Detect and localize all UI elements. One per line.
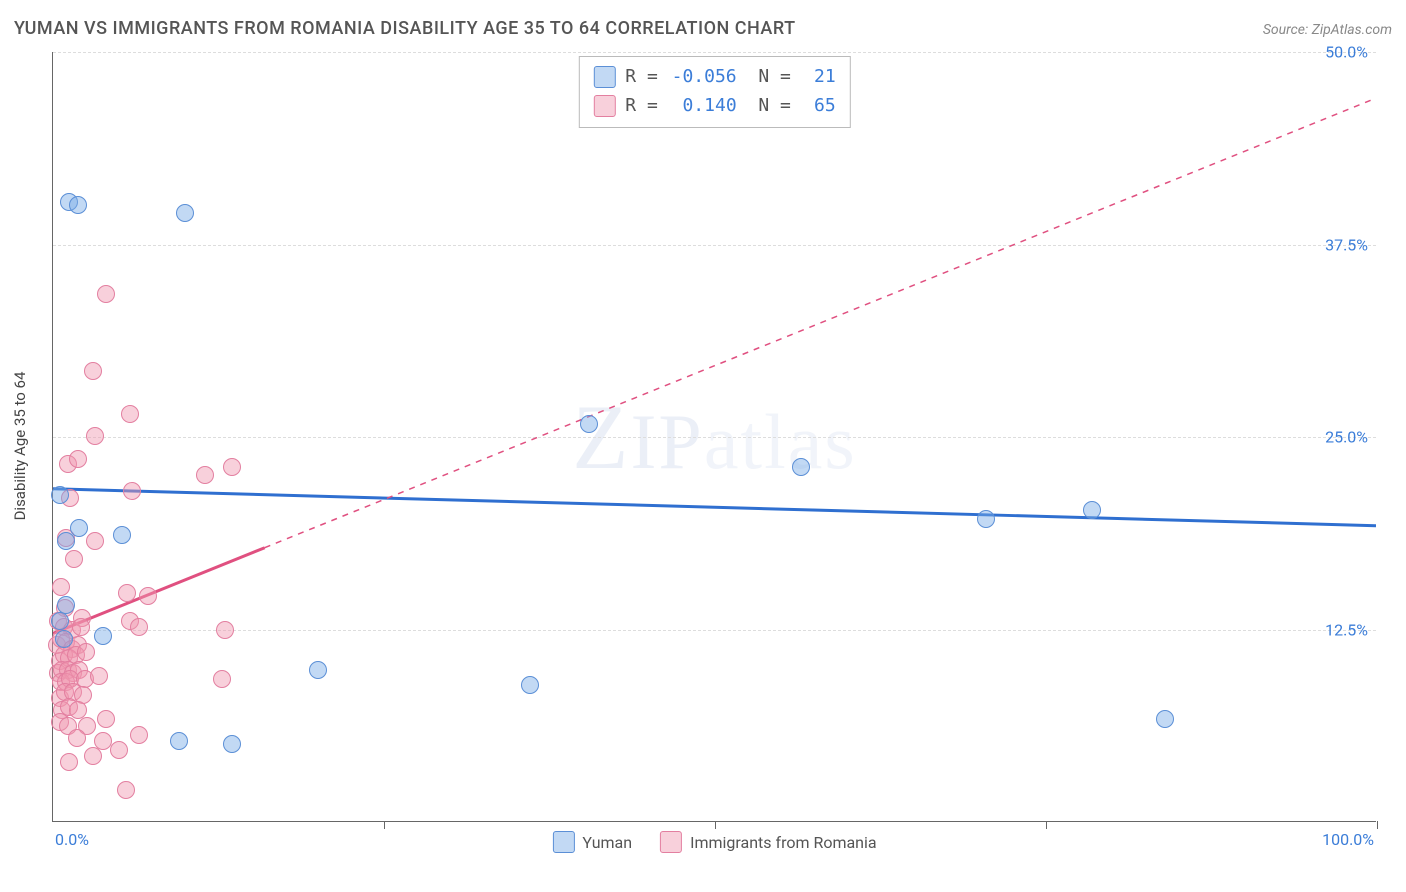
x-axis-min-label: 0.0% [55, 830, 89, 849]
x-tick [715, 821, 716, 829]
data-point-yuman [57, 532, 75, 550]
data-point-romania [84, 362, 102, 380]
data-point-romania [117, 781, 135, 799]
gridline [53, 52, 1376, 53]
y-tick-label: 25.0% [1325, 428, 1368, 447]
data-point-romania [86, 532, 104, 550]
gridline [53, 437, 1376, 438]
data-point-romania [52, 578, 70, 596]
data-point-romania [130, 726, 148, 744]
y-axis-title: Disability Age 35 to 64 [11, 372, 29, 521]
data-point-yuman [309, 661, 327, 679]
legend-series: Yuman Immigrants from Romania [552, 831, 876, 853]
legend-item-romania: Immigrants from Romania [660, 831, 877, 853]
x-axis-max-label: 100.0% [1322, 830, 1374, 849]
data-point-romania [72, 618, 90, 636]
data-point-romania [223, 458, 241, 476]
x-tick [384, 821, 385, 829]
data-point-romania [216, 621, 234, 639]
data-point-romania [110, 741, 128, 759]
data-point-yuman [51, 612, 69, 630]
data-point-yuman [94, 627, 112, 645]
data-point-romania [139, 587, 157, 605]
legend-row-yuman: R = -0.056 N = 21 [593, 63, 835, 92]
data-point-romania [123, 482, 141, 500]
r-value-yuman: -0.056 [669, 63, 737, 92]
n-label: N = [758, 66, 791, 87]
data-point-romania [86, 427, 104, 445]
n-value-romania: 65 [802, 92, 836, 121]
data-point-yuman [1156, 710, 1174, 728]
legend-correlation: R = -0.056 N = 21 R = 0.140 N = 65 [578, 56, 850, 128]
plot-area: ZIPatlas 12.5%25.0%37.5%50.0% R = -0.056… [52, 52, 1376, 822]
data-point-yuman [55, 630, 73, 648]
y-tick-label: 12.5% [1325, 620, 1368, 639]
data-point-romania [69, 450, 87, 468]
data-point-romania [121, 405, 139, 423]
legend-label-yuman: Yuman [582, 833, 632, 852]
data-point-yuman [113, 526, 131, 544]
y-tick-label: 50.0% [1325, 43, 1368, 62]
title-bar: YUMAN VS IMMIGRANTS FROM ROMANIA DISABIL… [14, 18, 1392, 39]
x-tick [1046, 821, 1047, 829]
legend-swatch-romania [660, 831, 682, 853]
x-tick [1377, 821, 1378, 829]
legend-label-romania: Immigrants from Romania [690, 833, 877, 852]
source-label: Source: ZipAtlas.com [1263, 22, 1392, 38]
data-point-yuman [1083, 501, 1101, 519]
chart-title: YUMAN VS IMMIGRANTS FROM ROMANIA DISABIL… [14, 18, 796, 39]
data-point-romania [65, 550, 83, 568]
data-point-romania [97, 285, 115, 303]
gridline [53, 245, 1376, 246]
data-point-yuman [69, 196, 87, 214]
n-label: N = [758, 95, 791, 116]
data-point-romania [68, 729, 86, 747]
data-point-romania [60, 753, 78, 771]
r-label: R = [625, 95, 658, 116]
r-value-romania: 0.140 [669, 92, 737, 121]
data-point-romania [77, 643, 95, 661]
legend-swatch-romania [593, 95, 615, 117]
data-point-yuman [792, 458, 810, 476]
legend-swatch-yuman [593, 66, 615, 88]
data-point-romania [84, 747, 102, 765]
data-point-yuman [176, 204, 194, 222]
data-point-yuman [51, 486, 69, 504]
data-point-yuman [170, 732, 188, 750]
n-value-yuman: 21 [802, 63, 836, 92]
gridline [53, 630, 1376, 631]
y-tick-label: 37.5% [1325, 235, 1368, 254]
data-point-romania [130, 618, 148, 636]
legend-row-romania: R = 0.140 N = 65 [593, 92, 835, 121]
data-point-romania [213, 670, 231, 688]
data-point-yuman [223, 735, 241, 753]
data-point-romania [118, 584, 136, 602]
data-point-romania [90, 667, 108, 685]
legend-swatch-yuman [552, 831, 574, 853]
data-point-yuman [521, 676, 539, 694]
r-label: R = [625, 66, 658, 87]
data-point-yuman [977, 510, 995, 528]
data-point-romania [97, 710, 115, 728]
data-point-yuman [580, 415, 598, 433]
legend-item-yuman: Yuman [552, 831, 632, 853]
data-point-romania [196, 466, 214, 484]
